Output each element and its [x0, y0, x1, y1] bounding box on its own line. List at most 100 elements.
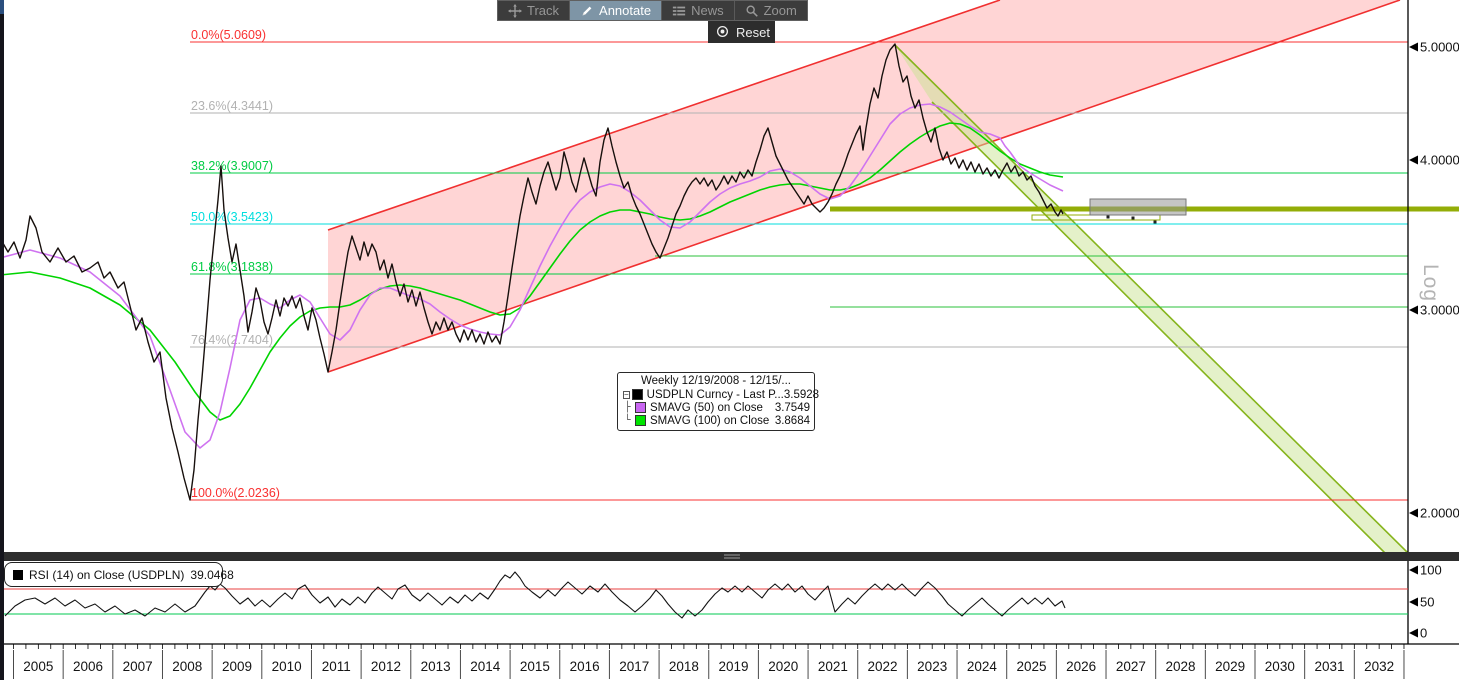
log-scale-label: Log: [1419, 263, 1442, 303]
year-label: 2029: [1215, 659, 1245, 674]
selection-box[interactable]: [1089, 198, 1187, 216]
price-series-swatch: [631, 389, 643, 400]
year-label: 2031: [1314, 659, 1344, 674]
year-label: 2027: [1116, 659, 1146, 674]
selection-handle[interactable]: [1106, 215, 1110, 219]
year-label: 2018: [669, 659, 699, 674]
axis-tick-marker: [1409, 565, 1418, 575]
pencil-icon: [580, 4, 594, 18]
smavg100-swatch: [635, 415, 646, 426]
rsi-label: RSI (14) on Close (USDPLN): [29, 567, 185, 582]
news-label: News: [691, 3, 724, 18]
year-label: 2016: [570, 659, 600, 674]
year-label: 2021: [818, 659, 848, 674]
chart-legend-tooltip[interactable]: Weekly 12/19/2008 - 12/15/... − USDPLN C…: [617, 372, 819, 431]
trend-channels: [327, 0, 1414, 558]
axis-tick-marker: [1409, 628, 1418, 638]
tree-collapse-icon[interactable]: −: [623, 389, 630, 399]
axis-tick-label: 5.0000: [1420, 40, 1459, 55]
smavg50-label: SMAVG (50) on Close: [650, 401, 763, 414]
selection-handle[interactable]: [1131, 216, 1135, 220]
annotate-button[interactable]: Annotate: [570, 1, 663, 20]
year-label: 2025: [1017, 659, 1047, 674]
descending-channel-line[interactable]: [894, 44, 1414, 558]
reset-button[interactable]: Reset: [708, 21, 775, 43]
fib-label: 76.4%(2.7404): [191, 333, 273, 347]
rsi-panel: 100 50 0: [0, 563, 1442, 641]
year-label: 2030: [1265, 659, 1295, 674]
year-label: 2019: [719, 659, 749, 674]
year-label: 2015: [520, 659, 550, 674]
year-label: 2017: [619, 659, 649, 674]
year-label: 2007: [123, 659, 153, 674]
zoom-button[interactable]: Zoom: [735, 1, 807, 20]
smavg50-swatch: [635, 402, 646, 413]
ascending-channel-line[interactable]: [327, 0, 1001, 231]
axis-tick-marker: [1409, 42, 1418, 52]
annotate-label: Annotate: [599, 3, 652, 18]
year-label: 2009: [222, 659, 252, 674]
descending-channel-line[interactable]: [931, 101, 1391, 558]
axis-tick-label: 2.0000: [1420, 506, 1459, 521]
axis-tick-marker: [1409, 305, 1418, 315]
ascending-channel-line[interactable]: [327, 0, 1401, 373]
smavg100-value: 3.8684: [774, 414, 810, 427]
time-axis: 2005 2006 2007 2008 2009 2010 2011 2012 2013 2014…: [4, 643, 1459, 679]
year-label: 2014: [470, 659, 501, 674]
news-list-icon: [672, 4, 686, 18]
panel-separator[interactable]: [0, 552, 1459, 561]
track-label: Track: [527, 3, 560, 18]
series-usdpln-curncy-last-price: [0, 43, 1064, 501]
fib-label: 100.0%(2.0236): [191, 486, 280, 500]
year-label: 2010: [272, 659, 302, 674]
series-smavg-100-on-close: [0, 122, 1064, 421]
axis-tick-label: 100: [1420, 563, 1442, 578]
track-button[interactable]: Track: [498, 1, 571, 20]
window-left-edge-accent: [0, 0, 4, 14]
axis-tick-label: 3.0000: [1420, 303, 1459, 318]
reset-icon: [716, 25, 730, 39]
legend-title: Weekly 12/19/2008 - 12/15/...: [640, 375, 792, 387]
legend-row-smavg50: ├ SMAVG (50) on Close 3.7549: [622, 401, 810, 414]
track-move-icon: [508, 3, 522, 18]
rsi-line: [4, 571, 1066, 619]
smavg100-label: SMAVG (100) on Close: [650, 414, 770, 427]
separator-bar[interactable]: [0, 552, 1459, 561]
axis-tick-marker: [1409, 597, 1418, 607]
price-series: [0, 43, 1064, 501]
fib-label: 0.0%(5.0609): [191, 28, 266, 42]
rsi-value: 39.0468: [190, 567, 234, 582]
year-label: 2022: [868, 659, 898, 674]
axis-tick-marker: [1409, 155, 1418, 165]
fib-label: 38.2%(3.9007): [191, 159, 273, 173]
year-label: 2011: [322, 659, 351, 674]
fib-label: 23.6%(4.3441): [191, 99, 273, 113]
year-label: 2008: [172, 659, 202, 674]
selection-handle[interactable]: [1153, 220, 1157, 224]
magnifier-icon: [745, 4, 759, 18]
axis-tick-label: 50: [1420, 595, 1434, 610]
fibonacci-levels: 0.0%(5.0609) 23.6%(4.3441) 38.2%(3.9007) 50…: [190, 28, 1408, 501]
rsi-series-swatch: [13, 569, 23, 580]
year-label: 2028: [1165, 659, 1195, 674]
year-label: 2023: [917, 659, 947, 674]
year-label: 2012: [371, 659, 401, 674]
year-label: 2005: [23, 659, 53, 674]
chart-toolbar: Track Annotate News Zoom: [497, 0, 808, 21]
price-axis: 5.0000 4.0000 3.0000 2.0000: [1407, 0, 1459, 644]
selection-annotation[interactable]: [1089, 198, 1187, 224]
axis-tick-marker: [1409, 508, 1418, 518]
fib-label: 50.0%(3.5423): [191, 210, 273, 224]
smavg50-value: 3.7549: [774, 401, 810, 414]
legend-row-price: − USDPLN Curncy - Last P... 3.5928: [622, 388, 819, 401]
axis-tick-label: 4.0000: [1420, 153, 1459, 168]
legend-row-smavg100: └ SMAVG (100) on Close 3.8684: [622, 414, 810, 427]
axis-tick-label: 0: [1420, 626, 1427, 641]
year-label: 2024: [967, 659, 998, 674]
rsi-study-legend[interactable]: RSI (14) on Close (USDPLN) 39.0468: [4, 562, 234, 587]
price-series-value: 3.5928: [783, 388, 820, 401]
year-label: 2032: [1364, 659, 1394, 674]
news-button[interactable]: News: [662, 1, 735, 20]
